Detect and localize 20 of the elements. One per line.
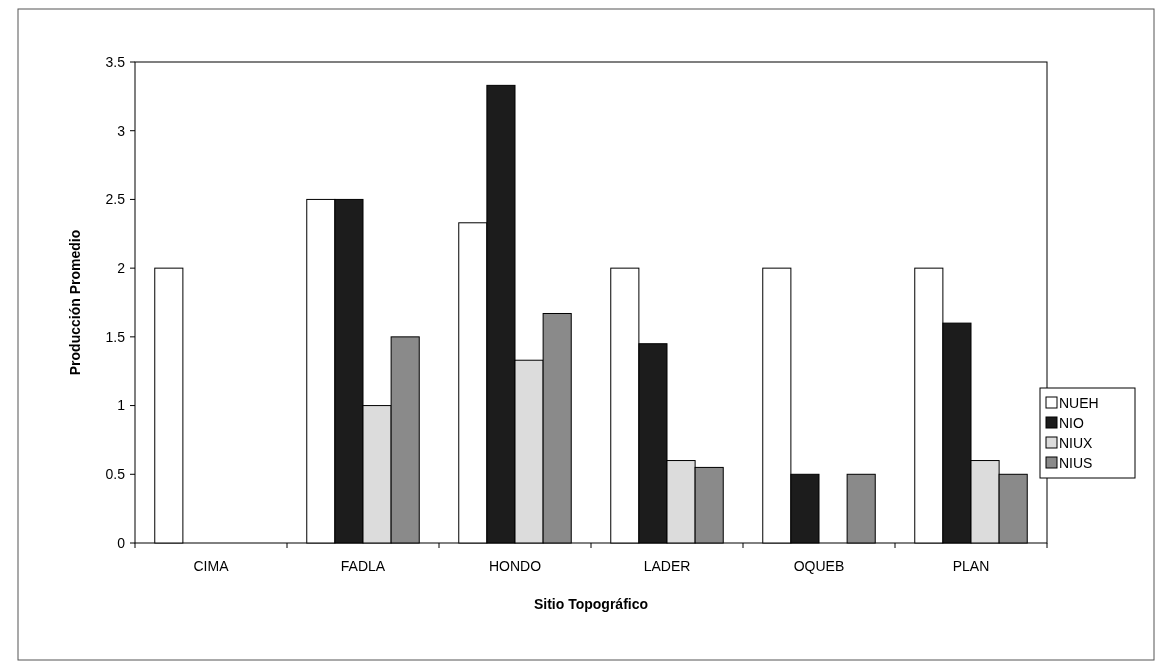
legend-label: NUEH <box>1059 394 1099 411</box>
y-axis-title: Producción Promedio <box>67 229 83 376</box>
x-tick-label: LADER <box>643 558 691 574</box>
y-tick-label: 3 <box>117 122 126 139</box>
y-tick-label: 1 <box>117 397 126 414</box>
x-axis-title: Sitio Topográfico <box>533 596 649 612</box>
legend-label: NIUX <box>1059 434 1094 451</box>
x-tick-label: HONDO <box>488 558 542 574</box>
x-tick-label: CIMA <box>193 558 230 574</box>
legend-label: NIO <box>1059 414 1084 431</box>
x-tick-label: PLAN <box>952 558 990 574</box>
legend-label: NIUS <box>1059 454 1093 471</box>
y-tick-label: 1.5 <box>105 328 126 345</box>
x-tick-label: FADLA <box>340 558 386 574</box>
y-tick-label: 3.5 <box>105 53 126 70</box>
x-tick-label: OQUEB <box>793 558 845 574</box>
y-tick-label: 2.5 <box>105 191 126 208</box>
y-tick-label: 0 <box>117 534 126 551</box>
y-tick-label: 0.5 <box>105 466 126 483</box>
y-tick-label: 2 <box>117 260 126 277</box>
